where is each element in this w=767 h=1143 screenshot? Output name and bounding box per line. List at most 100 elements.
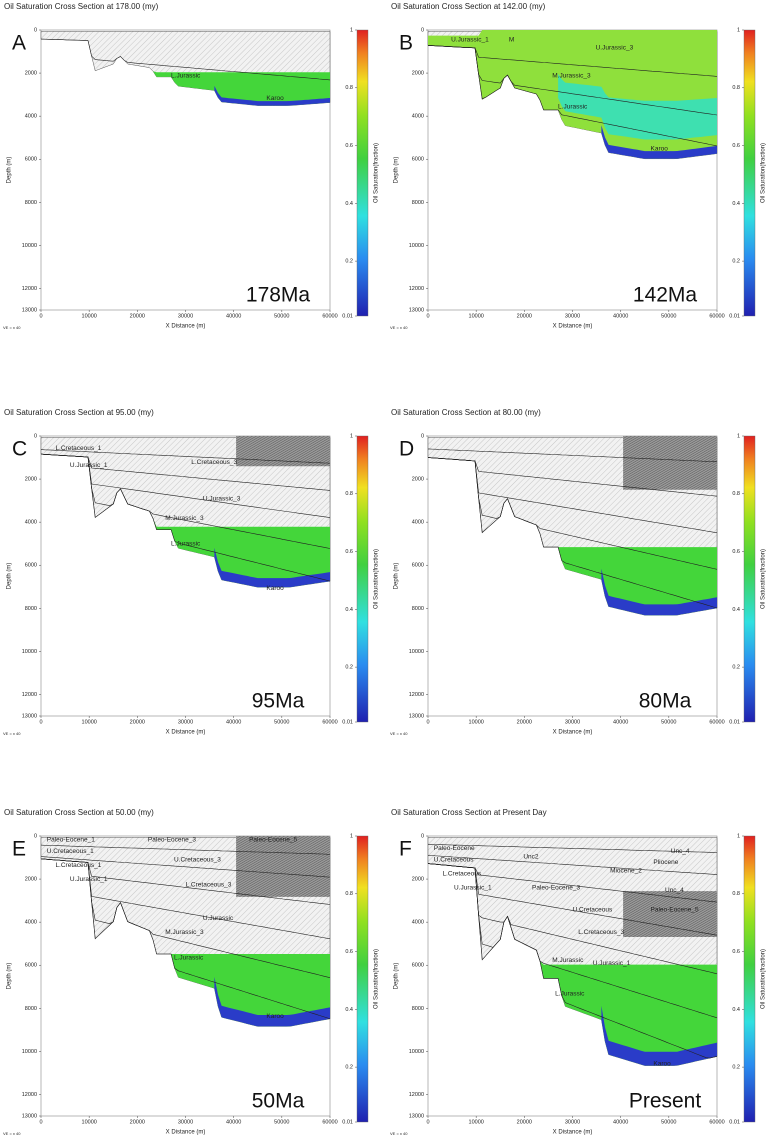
panel-letter: C — [12, 438, 27, 461]
panel: Oil Saturation Cross Section at 95.00 (m… — [3, 408, 380, 736]
y-tick-label: 2000 — [412, 877, 424, 883]
y-tick-label: 10000 — [409, 1049, 424, 1055]
y-tick-label: 4000 — [25, 520, 37, 526]
horizon — [427, 45, 718, 147]
y-tick-label: 13000 — [22, 1113, 37, 1119]
x-tick-label: 50000 — [661, 719, 676, 725]
colorbar-tick-label: 0.6 — [345, 143, 353, 149]
horizon — [427, 45, 718, 77]
layer-label: Paleo-Eocene_3 — [148, 837, 196, 844]
x-tick-label: 30000 — [565, 719, 580, 725]
y-tick-label: 6000 — [412, 963, 424, 969]
layer-label: M.Jurassic — [552, 957, 584, 964]
panel-letter: D — [399, 438, 414, 461]
y-tick-label: 2000 — [25, 877, 37, 883]
ve-note: VE = x 40 — [390, 1131, 408, 1136]
x-tick-label: 60000 — [709, 719, 724, 725]
layer-label: U.Jurassic — [203, 915, 234, 922]
layer-label: Karoo — [651, 146, 669, 153]
layer-label: U.Jurassic_1 — [70, 462, 108, 469]
colorbar-label: Oil Saturation(fraction) — [761, 143, 767, 203]
horizon — [427, 863, 718, 936]
layer-label: M — [509, 36, 514, 43]
layer-label: L.Cretaceous_3 — [186, 882, 232, 889]
layer-label: U.Jurassic_1 — [593, 960, 631, 967]
ve-note: VE = x 40 — [390, 731, 408, 736]
y-tick-label: 10000 — [22, 1049, 37, 1055]
colorbar-tick-label: 0.01 — [342, 1119, 353, 1125]
y-axis-label: Depth (m) — [394, 963, 400, 990]
y-tick-label: 13000 — [22, 307, 37, 313]
y-tick-label: 2000 — [25, 477, 37, 483]
colorbar-tick-label: 0.2 — [732, 1065, 740, 1071]
y-tick-label: 10000 — [409, 243, 424, 249]
x-tick-label: 50000 — [661, 313, 676, 319]
dense-layer — [236, 836, 330, 897]
x-axis-label: X Distance (m) — [166, 324, 206, 330]
x-tick-label: 20000 — [517, 1119, 532, 1125]
y-axis-label: Depth (m) — [394, 563, 400, 590]
layer-label: L.Cretaceous_1 — [55, 445, 101, 452]
colorbar-tick-label: 1 — [350, 27, 353, 33]
panel-title: Oil Saturation Cross Section at 142.00 (… — [391, 2, 546, 11]
y-tick-label: 4000 — [412, 920, 424, 926]
y-axis-label: Depth (m) — [7, 157, 13, 184]
x-tick-label: 0 — [426, 719, 429, 725]
colorbar-label: Oil Saturation(fraction) — [374, 949, 380, 1009]
x-tick-label: 10000 — [82, 1119, 97, 1125]
y-tick-label: 12000 — [22, 286, 37, 292]
x-tick-label: 30000 — [565, 1119, 580, 1125]
layer-label: U.Jurassic_3 — [596, 45, 634, 52]
x-tick-label: 20000 — [130, 719, 145, 725]
oil-zone — [41, 39, 330, 106]
x-tick-label: 40000 — [613, 313, 628, 319]
horizon — [427, 863, 718, 903]
layer-label: L.Cretaceous — [442, 870, 481, 877]
layer-label: L.Cretaceous_3 — [191, 459, 237, 466]
colorbar — [743, 29, 756, 317]
panel-letter: E — [12, 838, 26, 861]
horizon — [427, 457, 718, 497]
layer-label: M.Jurassic_3 — [552, 73, 591, 80]
layer-label: Karoo — [266, 1013, 284, 1020]
horizon — [427, 844, 718, 853]
layer-label: U.Jurassic_1 — [70, 876, 108, 883]
y-tick-label: 8000 — [25, 1006, 37, 1012]
x-tick-label: 40000 — [226, 719, 241, 725]
y-tick-label: 0 — [34, 433, 37, 439]
y-tick-label: 6000 — [412, 157, 424, 163]
horizon — [40, 858, 331, 905]
colorbar-tick-label: 0.2 — [732, 259, 740, 265]
colorbar-tick-label: 0.6 — [345, 949, 353, 955]
colorbar-tick-label: 0.4 — [345, 201, 353, 207]
layer-label: U.Cretaceous — [573, 907, 613, 914]
y-tick-label: 4000 — [25, 114, 37, 120]
y-tick-label: 6000 — [25, 963, 37, 969]
layer-label: Karoo — [653, 1061, 671, 1068]
panel-title: Oil Saturation Cross Section at 95.00 (m… — [4, 408, 154, 417]
layer-label: U.Cretaceous — [434, 856, 474, 863]
panel-title: Oil Saturation Cross Section at Present … — [391, 808, 547, 817]
colorbar-tick-label: 0.8 — [345, 891, 353, 897]
panel-title: Oil Saturation Cross Section at 80.00 (m… — [391, 408, 541, 417]
x-tick-label: 60000 — [322, 313, 337, 319]
colorbar-tick-label: 0.4 — [732, 607, 740, 613]
colorbar — [356, 835, 369, 1123]
layer-label: Karoo — [266, 585, 284, 592]
x-tick-label: 50000 — [661, 1119, 676, 1125]
x-axis-label: X Distance (m) — [553, 1130, 593, 1136]
y-tick-label: 13000 — [409, 307, 424, 313]
panel: Oil Saturation Cross Section at 80.00 (m… — [390, 408, 767, 736]
x-tick-label: 40000 — [613, 719, 628, 725]
layer-label: Miocene_2 — [610, 868, 642, 875]
layer-label: U.Jurassic_1 — [454, 884, 492, 891]
oil-zone-low — [558, 73, 717, 140]
horizon — [40, 449, 331, 464]
colorbar — [743, 435, 756, 723]
colorbar-tick-label: 0.4 — [732, 201, 740, 207]
colorbar-tick-label: 0.6 — [732, 949, 740, 955]
colorbar — [743, 835, 756, 1123]
age-label: Present — [629, 1090, 702, 1113]
y-tick-label: 12000 — [409, 1092, 424, 1098]
x-tick-label: 20000 — [130, 1119, 145, 1125]
